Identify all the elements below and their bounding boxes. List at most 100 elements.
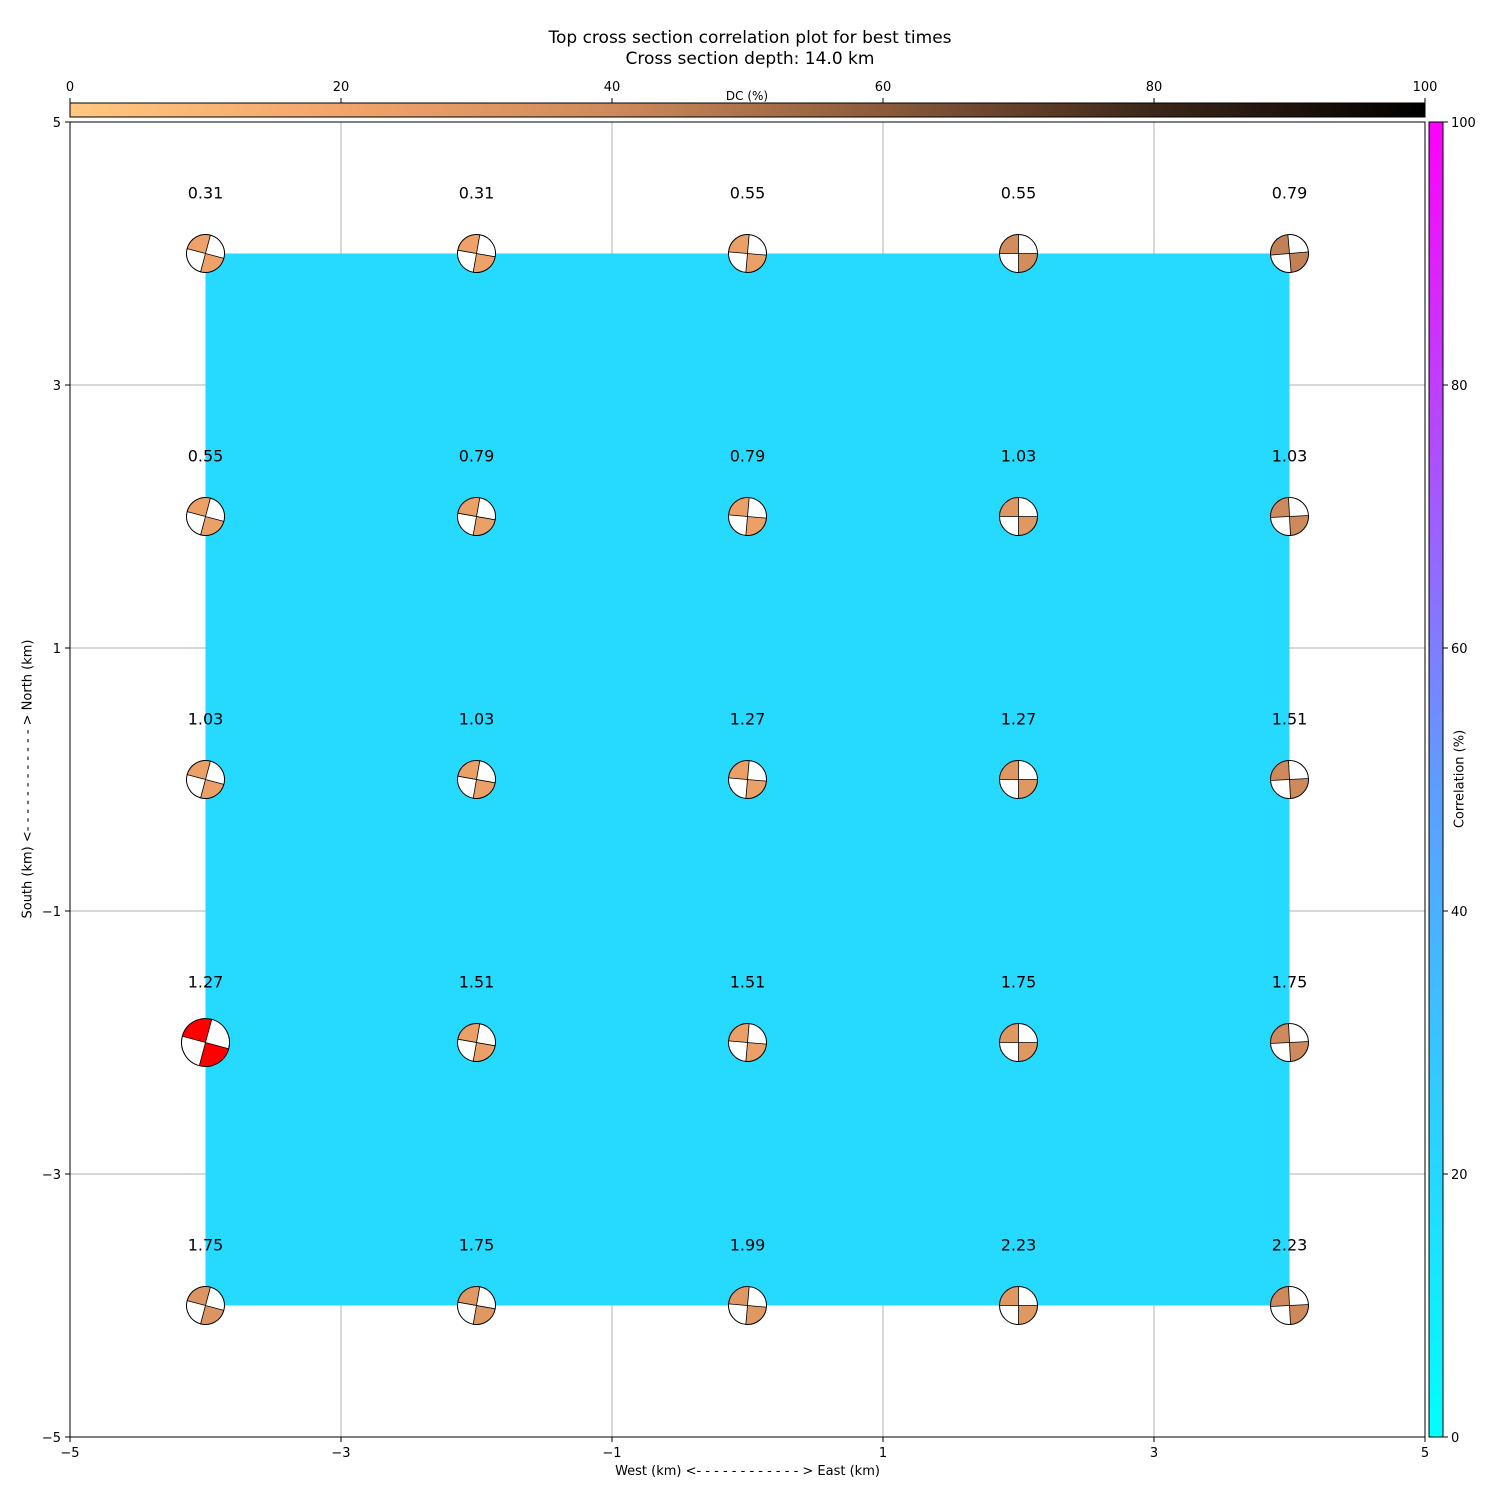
beachball [186,760,225,799]
time-label: 1.75 [459,1236,495,1255]
beachball [728,234,767,273]
dc-colorbar-label: DC (%) [725,89,769,103]
beachball [457,1023,496,1062]
beachball-quadrant [745,1305,767,1325]
beachball-layer: 0.31 0.31 0.55 0.55 0.79 0.55 0.79 0.79 1.03 1.03… [181,184,1309,1325]
beachball-quadrant [1270,760,1290,781]
beachball-quadrant [473,253,496,273]
y-tick-label: −1 [42,905,61,920]
beachball-quadrant [745,779,767,799]
beachball-quadrant [473,1305,496,1325]
correlation-colorbar-ticks: 0 20 40 60 80 100 [1443,116,1476,1446]
time-label: 0.55 [730,184,766,203]
corr-tick-label: 80 [1451,379,1468,394]
beachball [999,760,1038,799]
correlation-colorbar-label: Correlation (%) [1452,729,1468,829]
axes: −5 −3 −1 1 3 5 −5 −3 −1 1 3 5 [42,116,1429,1461]
dc-tick-label: 80 [1146,80,1163,95]
beachball [457,1286,496,1325]
x-tick-label: 3 [1150,1446,1158,1461]
beachball [181,1018,230,1067]
beachball-quadrant [1270,1286,1290,1307]
time-label: 2.23 [1272,1236,1308,1255]
correlation-colorbar [1428,121,1444,1438]
beachball [1270,1023,1309,1062]
beachball [1270,760,1309,799]
beachball-quadrant [999,234,1019,254]
beachball-quadrant [1018,1042,1038,1062]
beachball-quadrant [728,234,750,254]
chart-subtitle: Cross section depth: 14.0 km [625,49,875,69]
beachball [999,1023,1038,1062]
beachball [457,234,496,273]
beachball-quadrant [728,1286,750,1306]
beachball-quadrant [1289,251,1309,273]
x-tick-label: −5 [60,1446,79,1461]
beachball [728,1286,767,1325]
beachball-quadrant [1018,779,1038,799]
beachball-quadrant [999,760,1019,780]
beachball [999,234,1038,273]
beachball-quadrant [1018,253,1038,273]
beachball-quadrant [457,1286,480,1306]
y-tick-label: 1 [53,642,61,657]
beachball [457,760,496,799]
dc-tick-label: 20 [333,80,350,95]
time-label: 1.51 [459,973,495,992]
beachball-quadrant [728,760,750,780]
beachball-quadrant [1018,516,1038,536]
beachball-quadrant [473,1042,496,1062]
dc-tick-label: 40 [604,80,621,95]
beachball-quadrant [728,1023,750,1043]
x-tick-label: −3 [331,1446,350,1461]
corr-tick-label: 0 [1451,1431,1459,1446]
time-label: 1.03 [1272,447,1308,466]
time-label: 0.79 [1272,184,1308,203]
corr-tick-label: 40 [1451,905,1468,920]
beachball-quadrant [1270,1023,1290,1044]
plot-frame [69,121,1426,1438]
time-label: 0.79 [459,447,495,466]
time-label: 2.23 [1001,1236,1037,1255]
beachball-quadrant [473,779,496,799]
time-label: 1.03 [1001,447,1037,466]
dc-tick-label: 100 [1413,80,1438,95]
dc-tick-label: 0 [66,80,74,95]
beachball-quadrant [745,253,767,273]
time-label: 1.75 [188,1236,224,1255]
time-label: 1.27 [1001,710,1037,729]
beachball-quadrant [1289,1304,1309,1325]
beachball-quadrant [457,497,480,517]
x-tick-label: 1 [879,1446,887,1461]
time-label: 1.99 [730,1236,766,1255]
time-label: 1.03 [188,710,224,729]
corr-tick-label: 100 [1451,116,1476,131]
beachball [1270,234,1309,273]
beachball-quadrant [728,497,750,517]
dc-colorbar-ticks: 0 20 40 60 80 100 [66,80,1438,103]
beachball-quadrant [1289,778,1309,799]
beachball-quadrant [1018,1305,1038,1325]
corr-tick-label: 60 [1451,642,1468,657]
beachball-quadrant [999,497,1019,517]
y-tick-label: −3 [42,1168,61,1183]
beachball [728,760,767,799]
x-tick-label: 5 [1421,1446,1429,1461]
beachball [728,497,767,536]
beachball [186,234,225,273]
time-label: 0.31 [459,184,495,203]
beachball-quadrant [473,516,496,536]
y-tick-label: 3 [53,379,61,394]
time-label: 1.27 [188,973,224,992]
time-label: 1.51 [730,973,766,992]
beachball [728,1023,767,1062]
beachball-quadrant [1270,234,1290,256]
chart-title: Top cross section correlation plot for b… [548,28,952,48]
corr-tick-label: 20 [1451,1168,1468,1183]
beachball-quadrant [999,1286,1019,1306]
beachball [1270,1286,1309,1325]
time-label: 1.27 [730,710,766,729]
x-tick-label: −1 [602,1446,621,1461]
beachball [186,1286,225,1325]
